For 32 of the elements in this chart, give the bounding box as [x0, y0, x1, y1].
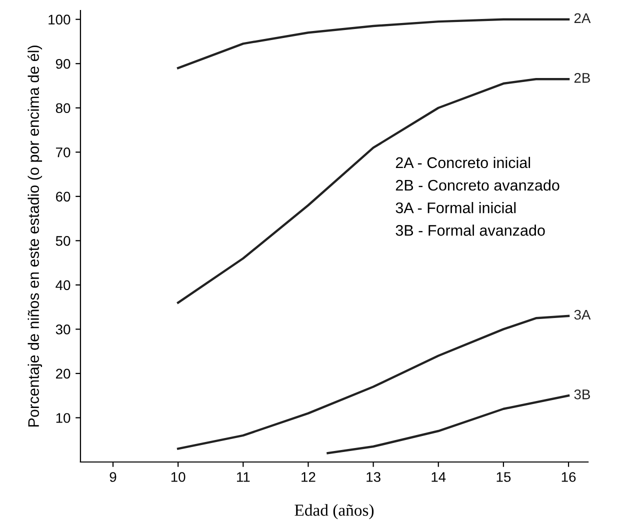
annotation: 3A - Formal inicial: [396, 202, 516, 214]
series-label: 2A: [574, 13, 591, 23]
line-series: [176, 78, 570, 304]
y-tick-label: 90: [56, 58, 70, 69]
x-tick-label: 16: [562, 472, 576, 482]
y-tick-label: 80: [56, 103, 70, 114]
y-axis-title: Porcentaje de niños en este estadio (o por encima de él): [28, 46, 42, 426]
series-label: 3B: [574, 389, 590, 400]
x-tick-label: 13: [366, 472, 380, 482]
annotation: 2B - Concreto avanzado: [396, 179, 560, 191]
x-tick-label: 10: [171, 472, 186, 482]
y-tick-label: 10: [56, 413, 70, 423]
x-axis-title: Edad (años): [294, 504, 374, 520]
series-label: 3A: [574, 310, 591, 320]
y-tick-label: 20: [56, 368, 70, 379]
x-tick-label: 14: [432, 472, 446, 482]
y-tick-label: 30: [56, 324, 70, 334]
series-label: 2B: [574, 73, 590, 83]
y-tick-label: 60: [56, 192, 70, 202]
y-tick-label: 50: [56, 236, 70, 246]
line-series: [176, 314, 570, 450]
y-tick-label: 40: [56, 280, 70, 290]
annotation: 3B - Formal avanzado: [396, 224, 545, 236]
line-series: [176, 18, 570, 70]
y-tick-label: 100: [48, 14, 70, 25]
annotation: 2A - Concreto inicial: [396, 156, 530, 168]
x-tick-label: 15: [496, 472, 511, 482]
y-tick-label: 70: [56, 147, 70, 158]
x-tick-label: 11: [237, 472, 250, 482]
x-tick-label: 9: [110, 472, 116, 482]
line-series: [326, 394, 570, 454]
x-tick-label: 12: [302, 472, 316, 482]
